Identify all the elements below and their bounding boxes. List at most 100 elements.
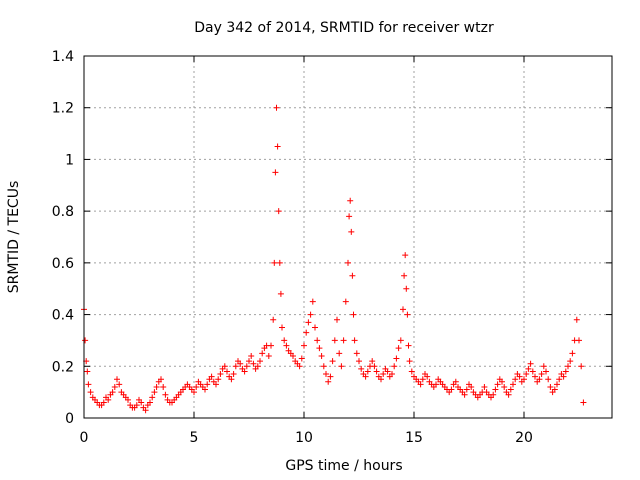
data-point <box>243 363 250 370</box>
chart-title: Day 342 of 2014, SRMTID for receiver wtz… <box>194 20 494 36</box>
x-tick-label: 15 <box>405 430 423 446</box>
data-point <box>406 358 413 365</box>
data-point <box>338 363 345 370</box>
data-point <box>228 376 235 383</box>
data-point <box>230 371 237 378</box>
data-point <box>224 368 230 375</box>
data-point <box>380 371 387 378</box>
data-point <box>265 352 272 359</box>
data-point <box>551 386 558 393</box>
data-point <box>540 363 547 370</box>
data-point <box>461 391 468 398</box>
data-point <box>202 386 208 393</box>
data-point <box>254 363 261 370</box>
data-point <box>160 383 167 390</box>
data-point <box>362 373 369 380</box>
data-point <box>276 259 283 266</box>
data-point <box>142 407 149 414</box>
data-point <box>348 228 355 235</box>
data-point <box>554 381 560 388</box>
data-point <box>303 329 310 336</box>
data-point <box>452 378 459 385</box>
data-point <box>494 381 501 388</box>
data-point <box>133 402 140 409</box>
y-axis-label: SRMTID / TECUs <box>6 181 22 294</box>
data-point <box>545 376 552 383</box>
data-point <box>369 358 376 365</box>
x-tick-label: 20 <box>515 430 533 446</box>
data-point <box>312 324 318 331</box>
data-point <box>268 342 274 349</box>
data-point <box>221 363 228 370</box>
data-point <box>419 376 426 383</box>
data-point <box>481 383 488 390</box>
data-point <box>272 169 279 176</box>
data-points <box>81 104 587 414</box>
data-point <box>523 371 530 378</box>
data-point <box>82 337 89 344</box>
plot-border <box>83 55 613 419</box>
data-point <box>279 324 285 331</box>
y-tick-label: 0.6 <box>52 256 74 272</box>
data-point <box>567 358 574 365</box>
data-point <box>259 350 266 357</box>
x-tick-label: 5 <box>190 430 199 446</box>
data-point <box>403 285 410 292</box>
data-point <box>301 342 307 349</box>
data-point <box>578 363 585 370</box>
data-point <box>516 373 523 380</box>
data-point <box>356 358 362 365</box>
x-axis-label: GPS time / hours <box>285 458 402 474</box>
axis-ticks: 0 5 10 15 20 0 0.2 0.4 0.6 0.8 1 1.2 1.4 <box>52 49 612 446</box>
data-point <box>353 350 360 357</box>
data-point <box>401 272 408 279</box>
data-point <box>402 252 409 259</box>
data-point <box>371 363 378 370</box>
data-point <box>84 368 91 375</box>
data-point <box>307 311 314 318</box>
data-point <box>364 368 371 375</box>
y-tick-label: 1.2 <box>52 101 74 117</box>
data-point <box>204 381 211 388</box>
x-tick-label: 10 <box>295 430 313 446</box>
data-point <box>351 337 358 344</box>
data-point <box>314 337 321 344</box>
data-point <box>463 386 470 393</box>
data-point <box>246 358 252 365</box>
data-point <box>543 368 549 375</box>
data-point <box>373 368 380 375</box>
data-point <box>217 371 224 378</box>
data-point <box>298 355 305 362</box>
data-point <box>468 383 475 390</box>
data-point <box>138 399 145 406</box>
data-point <box>527 360 534 367</box>
data-point <box>320 363 327 370</box>
data-point <box>241 368 248 375</box>
data-point <box>378 376 384 383</box>
data-point <box>521 376 527 383</box>
data-point <box>193 383 200 390</box>
data-point <box>424 373 431 380</box>
data-point <box>336 350 343 357</box>
data-point <box>153 383 160 390</box>
data-point <box>536 376 543 383</box>
data-point <box>532 373 538 380</box>
data-point <box>215 376 222 383</box>
data-point <box>340 337 347 344</box>
data-point <box>331 337 338 344</box>
data-point <box>87 389 94 396</box>
x-tick-label: 0 <box>80 430 89 446</box>
data-point <box>275 208 282 215</box>
data-point <box>538 371 545 378</box>
data-point <box>213 381 219 388</box>
data-point <box>358 365 365 372</box>
data-point <box>232 363 239 370</box>
data-point <box>391 363 398 370</box>
data-point <box>565 363 571 370</box>
data-point <box>116 381 123 388</box>
data-point <box>507 386 514 393</box>
data-point <box>525 365 532 372</box>
data-point <box>499 378 505 385</box>
data-point <box>395 345 402 352</box>
data-point <box>417 381 424 388</box>
